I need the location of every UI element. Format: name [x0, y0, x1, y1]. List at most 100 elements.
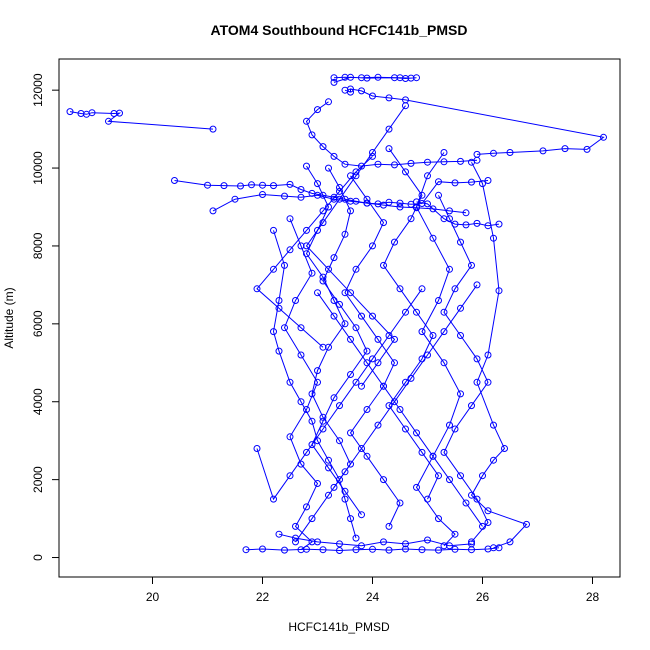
data-point	[446, 542, 453, 550]
data-point	[385, 332, 393, 339]
y-axis: 0 2000 4000 6000 8000 10000 12000	[31, 73, 60, 561]
y-tick-label: 8000	[31, 232, 45, 259]
data-point	[435, 191, 442, 199]
data-point	[314, 226, 321, 234]
data-point	[495, 544, 503, 552]
data-point	[457, 390, 464, 398]
data-point	[424, 351, 431, 359]
data-point	[319, 143, 327, 151]
data-point	[435, 472, 442, 480]
y-tick-label: 4000	[31, 388, 45, 415]
series-1	[66, 108, 217, 133]
series-line	[305, 165, 352, 488]
data-point	[319, 343, 327, 351]
data-point	[341, 320, 349, 328]
series-line	[344, 175, 401, 527]
data-point	[231, 195, 239, 203]
data-point	[473, 281, 481, 289]
series-22	[292, 281, 481, 546]
data-point	[286, 472, 294, 480]
data-point	[347, 515, 354, 523]
data-point	[336, 402, 343, 410]
data-point	[490, 234, 497, 242]
data-point	[402, 425, 409, 433]
data-point	[330, 78, 338, 86]
data-point	[270, 328, 277, 336]
data-point	[479, 522, 486, 530]
data-point	[270, 265, 277, 273]
data-point	[506, 149, 514, 156]
data-point	[352, 534, 360, 542]
data-point	[413, 203, 420, 211]
data-point	[319, 417, 327, 425]
data-point	[583, 145, 591, 153]
data-point	[473, 378, 481, 386]
data-point	[281, 546, 288, 554]
series-10	[308, 164, 371, 519]
data-point	[391, 398, 398, 406]
series-line	[311, 167, 368, 515]
data-point	[369, 312, 376, 320]
series-3	[341, 85, 607, 158]
series-14	[468, 158, 530, 552]
series-line	[415, 152, 462, 547]
data-point	[413, 74, 420, 82]
data-point	[380, 382, 387, 390]
data-point	[490, 421, 497, 429]
data-point	[473, 495, 481, 503]
series-18	[275, 530, 475, 550]
data-point	[369, 355, 376, 363]
data-point	[457, 157, 464, 165]
data-point	[369, 545, 376, 553]
data-point	[473, 355, 481, 363]
data-point	[468, 540, 475, 548]
data-point	[407, 215, 415, 223]
data-point	[347, 73, 354, 81]
data-point	[292, 522, 299, 530]
data-point	[440, 328, 448, 336]
data-point	[402, 308, 409, 316]
data-point	[358, 162, 365, 170]
series-line	[305, 105, 406, 387]
series-line	[438, 195, 489, 543]
data-point	[380, 219, 387, 227]
data-point	[506, 538, 514, 546]
series-layer	[66, 73, 607, 554]
data-point	[297, 186, 305, 193]
series-7	[209, 191, 470, 217]
data-point	[336, 547, 343, 554]
data-point	[319, 546, 327, 554]
data-point	[501, 445, 508, 452]
data-point	[275, 530, 283, 538]
data-point	[281, 192, 288, 200]
data-point	[341, 160, 349, 168]
data-point	[336, 437, 343, 445]
x-tick-label: 26	[476, 590, 490, 604]
data-point	[347, 429, 354, 437]
y-axis-label: Altitude (m)	[2, 287, 16, 348]
series-line	[69, 111, 214, 130]
data-point	[220, 182, 228, 190]
data-point	[330, 483, 338, 491]
data-point	[66, 108, 74, 116]
data-point	[303, 117, 310, 125]
series-13	[435, 191, 492, 546]
data-point	[303, 162, 310, 170]
data-point	[374, 421, 382, 429]
data-point	[385, 125, 393, 133]
data-point	[303, 448, 310, 456]
data-point	[297, 324, 305, 332]
data-point	[468, 491, 475, 499]
data-point	[341, 495, 349, 503]
data-point	[281, 261, 288, 269]
data-point	[468, 538, 475, 546]
data-point	[495, 220, 503, 228]
data-point	[336, 300, 343, 308]
data-point	[347, 88, 354, 96]
series-23	[253, 285, 426, 503]
series-line	[283, 218, 319, 551]
data-point	[451, 285, 459, 293]
data-point	[468, 261, 475, 269]
data-point	[385, 145, 393, 153]
data-point	[391, 238, 398, 246]
